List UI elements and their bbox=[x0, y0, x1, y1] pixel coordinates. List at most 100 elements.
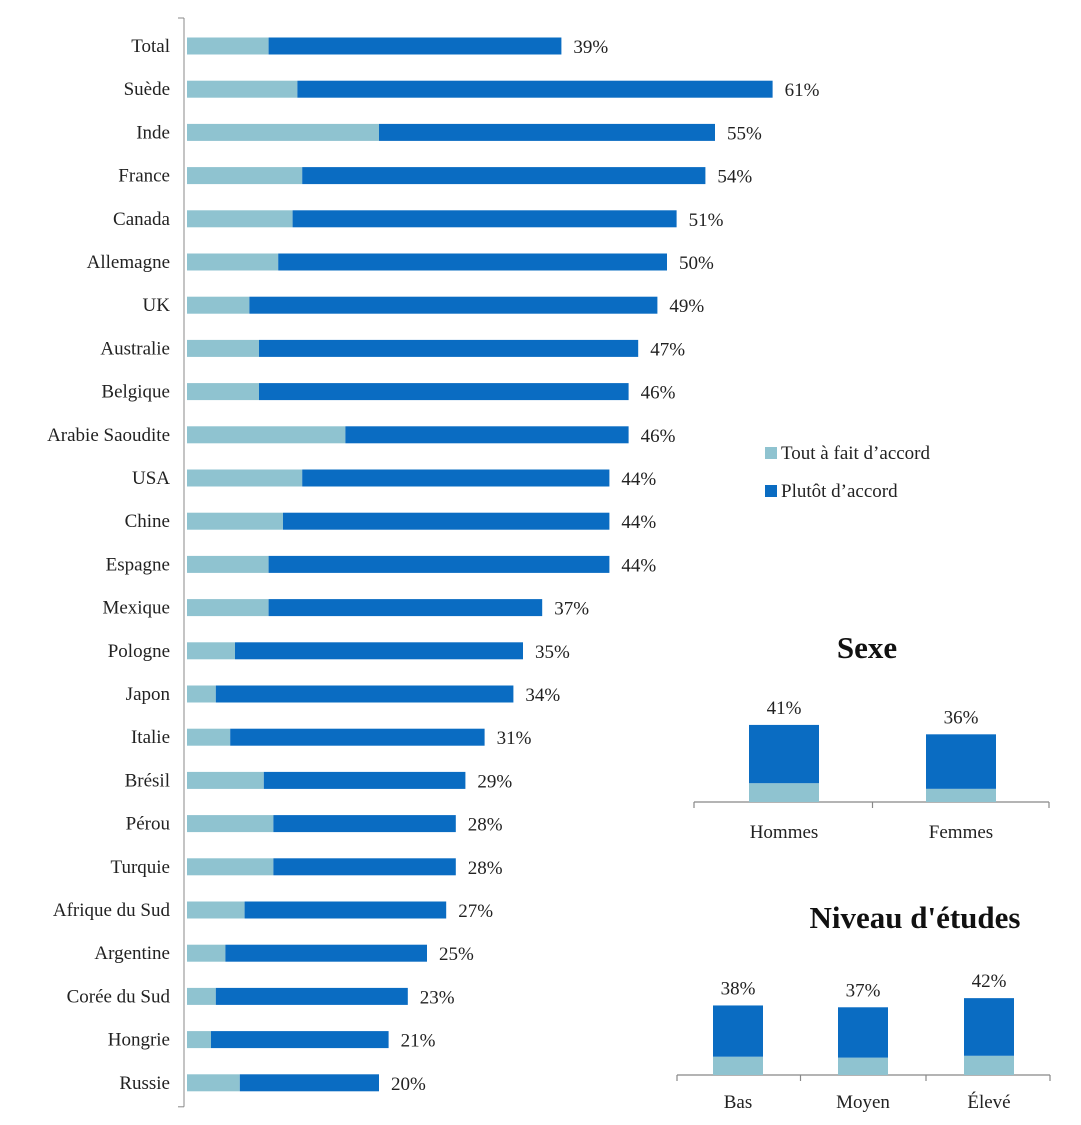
bar-light-inde bbox=[187, 123, 379, 141]
bar-dark-eleve bbox=[964, 998, 1014, 1056]
category-label-afrique-du-sud: Afrique du Sud bbox=[53, 900, 171, 921]
country-bar-chart: Total 39% Suède 61% Inde 55% France 54% Canada 51… bbox=[47, 17, 820, 1108]
category-label-femmes: Femmes bbox=[929, 822, 993, 843]
bar-dark-perou bbox=[273, 815, 456, 833]
bar-dark-usa bbox=[302, 469, 610, 487]
legend-swatch-dark bbox=[765, 485, 777, 497]
bar-light-perou bbox=[187, 815, 274, 833]
bar-dark-russie bbox=[239, 1074, 379, 1092]
value-label-eleve: 42% bbox=[972, 971, 1007, 992]
value-label-bresil: 29% bbox=[477, 771, 512, 792]
value-label-total: 39% bbox=[573, 37, 608, 58]
value-label-hommes: 41% bbox=[767, 698, 802, 719]
bar-light-bas bbox=[713, 1056, 763, 1075]
bar-light-suede bbox=[187, 80, 298, 98]
value-label-bas: 38% bbox=[721, 978, 756, 999]
bar-dark-suede bbox=[297, 80, 773, 98]
value-label-france: 54% bbox=[717, 167, 752, 188]
category-label-suede: Suède bbox=[124, 79, 170, 100]
bar-light-chine bbox=[187, 512, 283, 530]
bar-light-mexique bbox=[187, 599, 269, 617]
category-label-inde: Inde bbox=[136, 122, 170, 143]
category-label-usa: USA bbox=[132, 468, 170, 489]
category-label-hommes: Hommes bbox=[750, 822, 819, 843]
value-label-turquie: 28% bbox=[468, 858, 503, 879]
bar-light-afrique-du-sud bbox=[187, 901, 245, 919]
bar-light-canada bbox=[187, 210, 293, 228]
bar-dark-canada bbox=[292, 210, 677, 228]
value-label-japon: 34% bbox=[525, 685, 560, 706]
bar-light-allemagne bbox=[187, 253, 279, 271]
value-label-femmes: 36% bbox=[944, 707, 979, 728]
bar-light-bresil bbox=[187, 771, 264, 789]
value-label-inde: 55% bbox=[727, 123, 762, 144]
bar-dark-afrique-du-sud bbox=[244, 901, 447, 919]
bar-light-japon bbox=[187, 685, 216, 703]
bar-light-total bbox=[187, 37, 269, 55]
value-label-argentine: 25% bbox=[439, 944, 474, 965]
bar-light-moyen bbox=[838, 1057, 888, 1075]
value-label-perou: 28% bbox=[468, 815, 503, 836]
value-label-canada: 51% bbox=[689, 210, 724, 231]
bar-dark-hommes bbox=[749, 724, 819, 784]
category-label-russie: Russie bbox=[119, 1073, 170, 1094]
bar-dark-turquie bbox=[273, 858, 456, 876]
category-label-uk: UK bbox=[143, 295, 171, 316]
bar-dark-australie bbox=[259, 339, 639, 357]
category-label-turquie: Turquie bbox=[111, 857, 170, 878]
category-label-arabie-saoudite: Arabie Saoudite bbox=[47, 425, 170, 446]
bar-dark-pologne bbox=[235, 642, 523, 660]
category-label-allemagne: Allemagne bbox=[87, 252, 170, 273]
category-label-italie: Italie bbox=[131, 727, 170, 748]
value-label-uk: 49% bbox=[669, 296, 704, 317]
value-label-australie: 47% bbox=[650, 339, 685, 360]
bar-light-turquie bbox=[187, 858, 274, 876]
category-label-france: France bbox=[118, 166, 170, 187]
category-label-chine: Chine bbox=[125, 511, 170, 532]
bar-light-arabie-saoudite bbox=[187, 426, 346, 444]
category-label-canada: Canada bbox=[113, 209, 171, 230]
value-label-afrique-du-sud: 27% bbox=[458, 901, 493, 922]
chart-title: Niveau d'études bbox=[810, 900, 1021, 935]
bar-dark-femmes bbox=[926, 734, 996, 789]
chart-title: Sexe bbox=[837, 630, 897, 665]
category-label-eleve: Élevé bbox=[967, 1091, 1010, 1113]
bar-dark-coree-du-sud bbox=[215, 987, 408, 1005]
bar-dark-argentine bbox=[225, 944, 427, 962]
value-label-chine: 44% bbox=[621, 512, 656, 533]
bar-dark-total bbox=[268, 37, 562, 55]
legend-label-dark: Plutôt d’accord bbox=[781, 481, 898, 502]
bar-dark-bresil bbox=[263, 771, 466, 789]
legend-label-light: Tout à fait d’accord bbox=[781, 443, 931, 464]
value-label-italie: 31% bbox=[497, 728, 532, 749]
bar-dark-belgique bbox=[259, 383, 629, 401]
bar-dark-chine bbox=[283, 512, 610, 530]
category-label-bresil: Brésil bbox=[125, 770, 170, 791]
bar-light-belgique bbox=[187, 383, 259, 401]
value-label-russie: 20% bbox=[391, 1074, 426, 1095]
bar-dark-moyen bbox=[838, 1007, 888, 1058]
sex-bar-chart: Sexe 41% Hommes 36% Femmes bbox=[693, 630, 1050, 843]
category-label-perou: Pérou bbox=[126, 814, 171, 835]
value-label-arabie-saoudite: 46% bbox=[641, 426, 676, 447]
value-label-espagne: 44% bbox=[621, 555, 656, 576]
value-label-moyen: 37% bbox=[846, 980, 881, 1001]
bar-light-australie bbox=[187, 339, 259, 357]
category-label-pologne: Pologne bbox=[108, 641, 170, 662]
bar-light-italie bbox=[187, 728, 231, 746]
category-label-hongrie: Hongrie bbox=[108, 1030, 170, 1051]
category-label-total: Total bbox=[131, 36, 170, 57]
category-label-mexique: Mexique bbox=[102, 598, 170, 619]
bar-light-uk bbox=[187, 296, 250, 314]
legend: Tout à fait d’accord Plutôt d’accord bbox=[765, 443, 931, 502]
bar-light-pologne bbox=[187, 642, 235, 660]
value-label-hongrie: 21% bbox=[401, 1031, 436, 1052]
legend-swatch-light bbox=[765, 447, 777, 459]
bar-dark-arabie-saoudite bbox=[345, 426, 629, 444]
category-label-bas: Bas bbox=[724, 1092, 753, 1113]
bar-dark-mexique bbox=[268, 599, 543, 617]
value-label-pologne: 35% bbox=[535, 642, 570, 663]
category-label-japon: Japon bbox=[126, 684, 171, 705]
bar-light-usa bbox=[187, 469, 303, 487]
